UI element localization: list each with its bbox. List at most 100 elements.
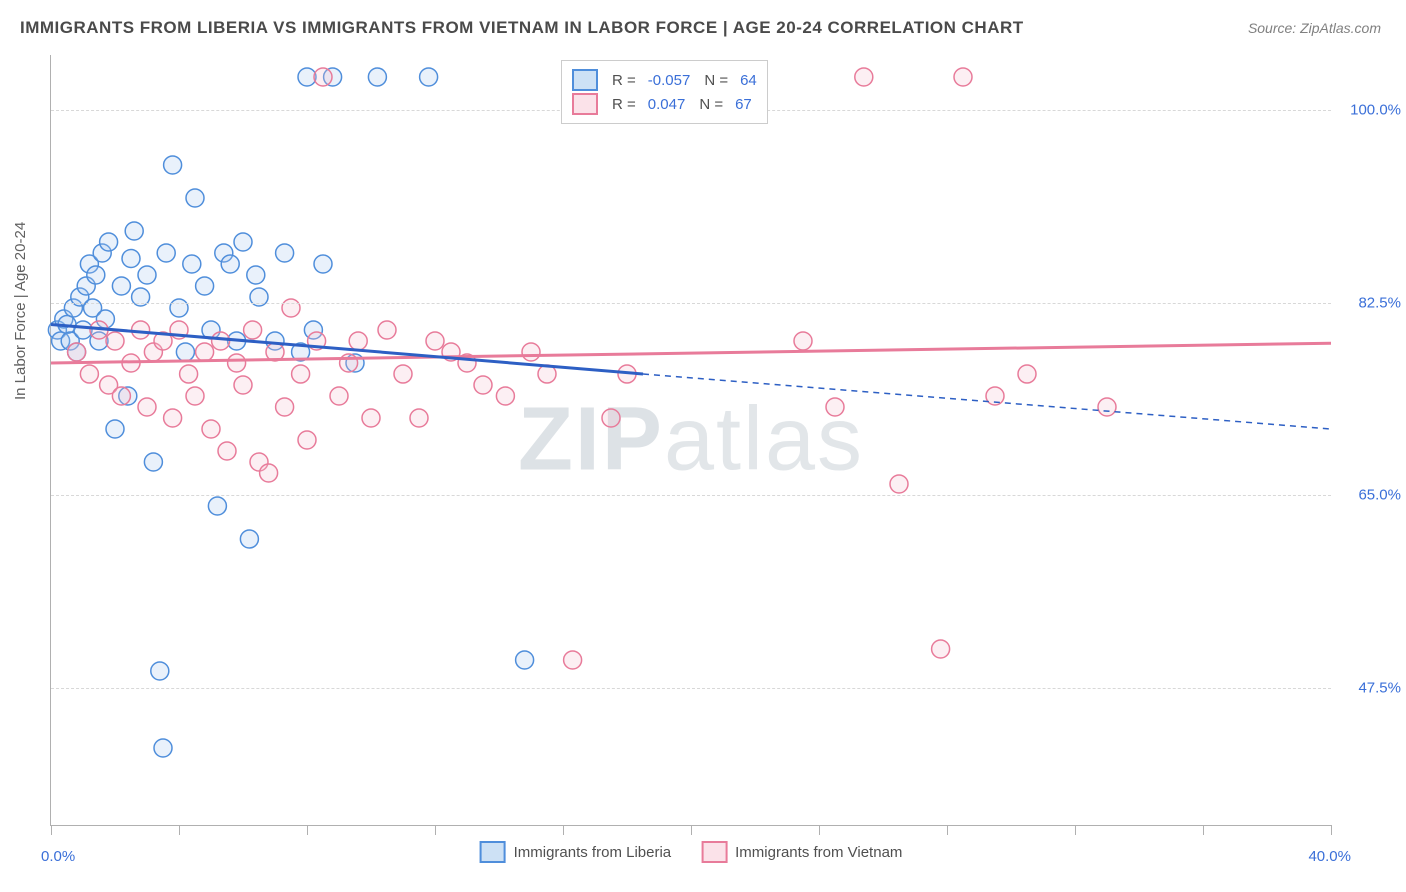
gridline: [51, 303, 1331, 304]
data-point: [112, 277, 130, 295]
data-point: [138, 398, 156, 416]
data-point: [196, 343, 214, 361]
legend-row-vietnam: R = 0.047 N = 67: [572, 93, 757, 115]
data-point: [247, 266, 265, 284]
data-point: [890, 475, 908, 493]
y-tick-label: 47.5%: [1341, 679, 1401, 696]
x-tick-start: 0.0%: [41, 848, 75, 865]
n-value-liberia: 64: [740, 72, 757, 89]
x-tick: [1331, 825, 1332, 835]
data-point: [855, 68, 873, 86]
legend-label-liberia: Immigrants from Liberia: [514, 844, 672, 861]
data-point: [144, 453, 162, 471]
data-point: [240, 530, 258, 548]
n-label: N =: [704, 72, 728, 89]
data-point: [164, 409, 182, 427]
data-point: [394, 365, 412, 383]
y-tick-label: 65.0%: [1341, 487, 1401, 504]
data-point: [202, 420, 220, 438]
n-label: N =: [699, 96, 723, 113]
data-point: [932, 640, 950, 658]
swatch-vietnam: [572, 93, 598, 115]
data-point: [954, 68, 972, 86]
gridline: [51, 688, 1331, 689]
n-value-vietnam: 67: [735, 96, 752, 113]
data-point: [1018, 365, 1036, 383]
data-point: [221, 255, 239, 273]
data-point: [276, 244, 294, 262]
data-point: [564, 651, 582, 669]
x-tick: [1203, 825, 1204, 835]
data-point: [112, 387, 130, 405]
r-value-vietnam: 0.047: [648, 96, 686, 113]
data-point: [314, 68, 332, 86]
data-point: [208, 497, 226, 515]
data-point: [180, 365, 198, 383]
y-tick-label: 82.5%: [1341, 294, 1401, 311]
data-point: [87, 266, 105, 284]
data-point: [234, 376, 252, 394]
data-point: [176, 343, 194, 361]
r-label: R =: [612, 96, 636, 113]
data-point: [474, 376, 492, 394]
data-point: [151, 662, 169, 680]
data-point: [234, 233, 252, 251]
legend-item-liberia: Immigrants from Liberia: [480, 841, 672, 863]
x-tick: [691, 825, 692, 835]
data-point: [228, 354, 246, 372]
data-point: [349, 332, 367, 350]
legend-item-vietnam: Immigrants from Vietnam: [701, 841, 902, 863]
series-legend: Immigrants from Liberia Immigrants from …: [480, 841, 903, 863]
swatch-liberia: [572, 69, 598, 91]
data-point: [212, 332, 230, 350]
x-tick: [51, 825, 52, 835]
x-tick: [563, 825, 564, 835]
legend-row-liberia: R = -0.057 N = 64: [572, 69, 757, 91]
data-point: [80, 365, 98, 383]
data-point: [298, 431, 316, 449]
data-point: [496, 387, 514, 405]
data-point: [340, 354, 358, 372]
data-point: [378, 321, 396, 339]
y-axis-label: In Labor Force | Age 20-24: [12, 222, 29, 400]
data-point: [420, 68, 438, 86]
data-point: [410, 409, 428, 427]
x-tick: [819, 825, 820, 835]
data-point: [183, 255, 201, 273]
x-tick: [307, 825, 308, 835]
data-point: [186, 189, 204, 207]
data-point: [826, 398, 844, 416]
data-point: [68, 343, 86, 361]
chart-title: IMMIGRANTS FROM LIBERIA VS IMMIGRANTS FR…: [20, 18, 1024, 38]
swatch-vietnam-icon: [701, 841, 727, 863]
chart-plot-area: ZIPatlas R = -0.057 N = 64 R = 0.047 N =…: [50, 55, 1331, 826]
data-point: [426, 332, 444, 350]
data-point: [196, 277, 214, 295]
gridline: [51, 495, 1331, 496]
data-point: [314, 255, 332, 273]
data-point: [186, 387, 204, 405]
data-point: [794, 332, 812, 350]
data-point: [122, 250, 140, 268]
data-point: [154, 739, 172, 757]
data-point: [602, 409, 620, 427]
data-point: [218, 442, 236, 460]
r-value-liberia: -0.057: [648, 72, 691, 89]
data-point: [362, 409, 380, 427]
data-point: [1098, 398, 1116, 416]
r-label: R =: [612, 72, 636, 89]
y-tick-label: 100.0%: [1341, 102, 1401, 119]
data-point: [368, 68, 386, 86]
correlation-legend: R = -0.057 N = 64 R = 0.047 N = 67: [561, 60, 768, 124]
data-point: [164, 156, 182, 174]
chart-svg: [51, 55, 1331, 825]
data-point: [106, 420, 124, 438]
data-point: [244, 321, 262, 339]
data-point: [522, 343, 540, 361]
trend-line-liberia-ext: [643, 374, 1331, 429]
legend-label-vietnam: Immigrants from Vietnam: [735, 844, 902, 861]
x-tick: [179, 825, 180, 835]
data-point: [276, 398, 294, 416]
x-tick: [435, 825, 436, 835]
x-tick: [947, 825, 948, 835]
